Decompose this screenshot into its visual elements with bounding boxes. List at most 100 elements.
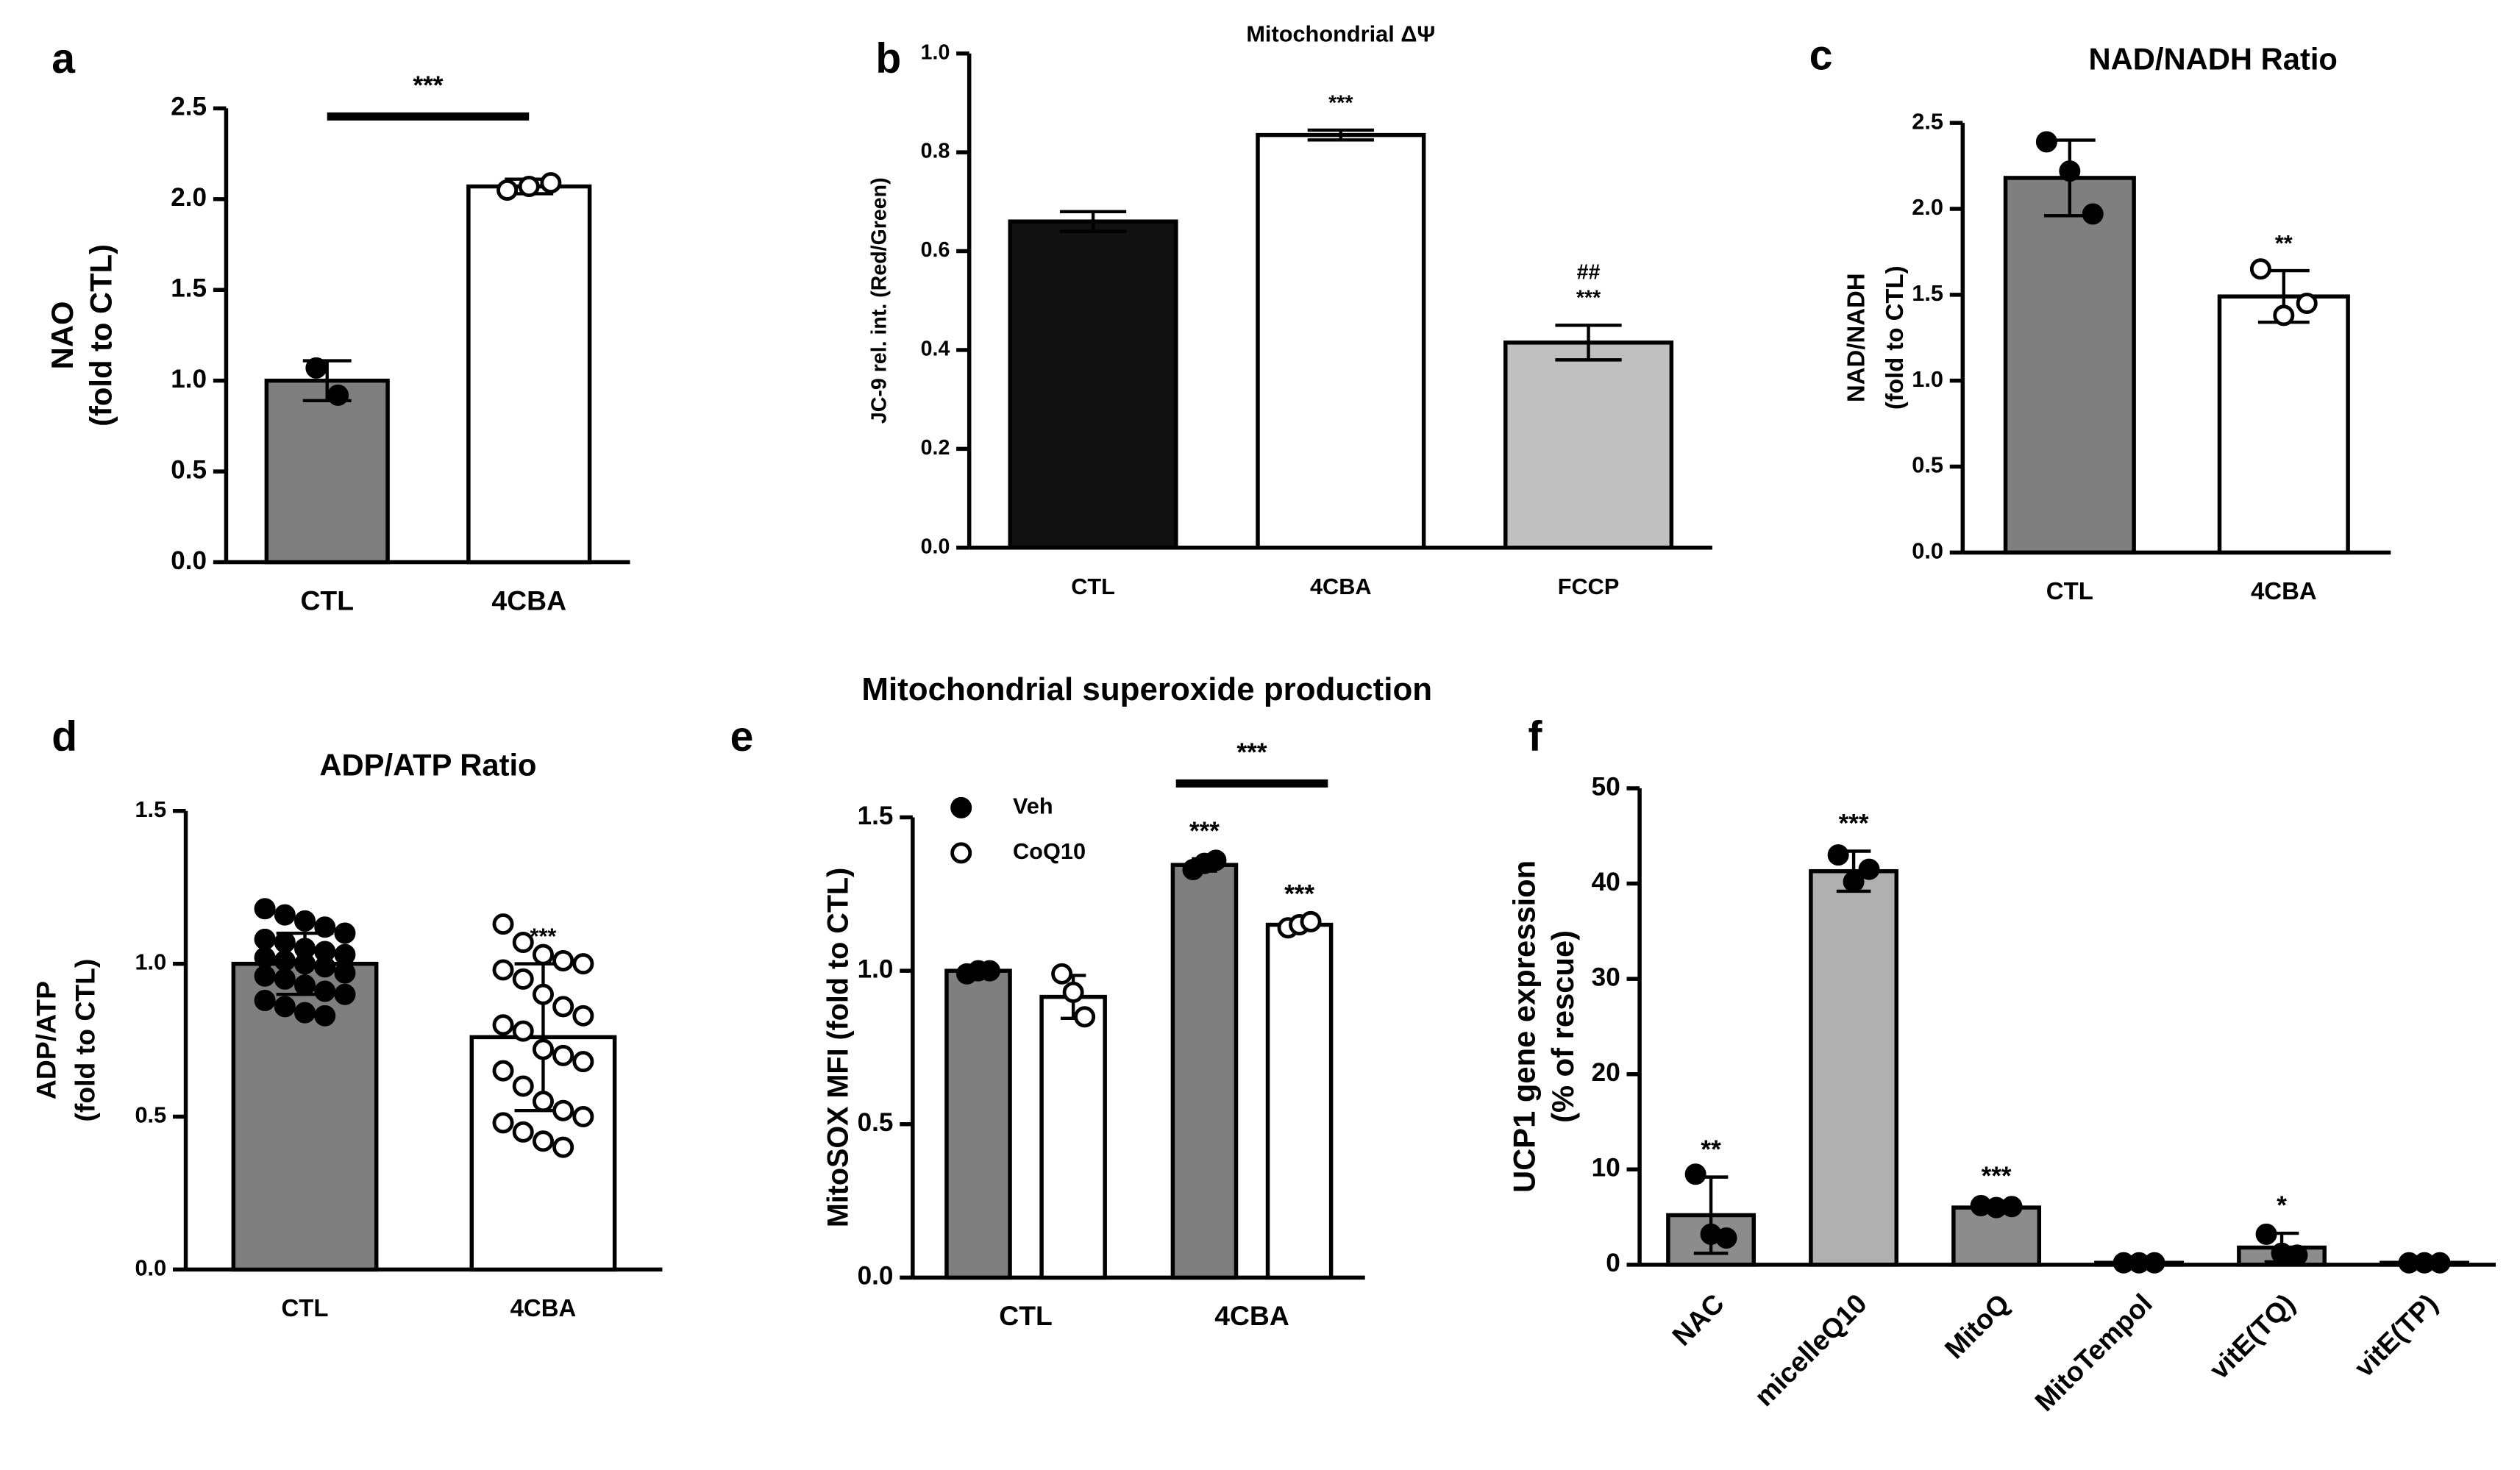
y-tick-label: 2.0 xyxy=(1912,194,1943,220)
data-point xyxy=(334,943,356,966)
chart-title: Mitochondrial ΔΨ xyxy=(1246,21,1435,47)
data-point xyxy=(512,932,534,954)
data-point xyxy=(2296,293,2318,315)
data-point xyxy=(294,1002,316,1024)
significance: *** xyxy=(1328,91,1353,115)
y-tick-label: 1.0 xyxy=(135,949,166,975)
x-tick-label: CTL xyxy=(300,585,354,616)
x-tick-label: 4CBA xyxy=(1310,574,1372,599)
x-tick-label: micelleQ10 xyxy=(1748,1288,1873,1412)
data-point xyxy=(2059,160,2081,182)
chart-title: ADP/ATP Ratio xyxy=(319,747,536,782)
y-tick-label: 50 xyxy=(1592,772,1620,801)
y-tick-label: 1.5 xyxy=(1912,280,1943,306)
panel-label: c xyxy=(1809,32,1833,79)
chart-title: NAD/NADH Ratio xyxy=(2089,42,2338,76)
panel-label: f xyxy=(1528,713,1543,760)
y-tick-label: 0 xyxy=(1606,1249,1620,1277)
panel-label: d xyxy=(51,713,77,760)
y-tick-label: 2.0 xyxy=(171,183,207,212)
y-tick-label: 0.6 xyxy=(921,238,950,262)
significance: ## xyxy=(1577,261,1601,285)
data-point xyxy=(254,898,276,920)
data-point xyxy=(294,953,316,975)
x-tick-label: CTL xyxy=(1071,574,1115,599)
y-axis-label: ADP/ATP xyxy=(31,981,62,1099)
x-tick-label: 4CBA xyxy=(491,585,566,616)
data-point xyxy=(274,904,296,926)
data-point xyxy=(1062,981,1084,1003)
data-point xyxy=(274,949,296,971)
data-point xyxy=(2082,203,2104,225)
data-point xyxy=(540,172,562,194)
data-point xyxy=(1300,910,1322,932)
bar xyxy=(466,184,592,565)
bar xyxy=(2003,176,2136,555)
data-point xyxy=(334,962,356,984)
y-tick-label: 1.0 xyxy=(1912,366,1943,392)
data-point xyxy=(254,965,276,987)
y-tick-label: 20 xyxy=(1592,1058,1620,1087)
data-point xyxy=(552,996,574,1018)
x-tick-label: 4CBA xyxy=(510,1294,577,1321)
data-point xyxy=(552,949,574,971)
data-point xyxy=(1051,963,1073,985)
significance: *** xyxy=(1237,738,1267,767)
legend-label: CoQ10 xyxy=(1013,838,1086,864)
data-point xyxy=(1827,844,1849,866)
bar xyxy=(1503,340,1674,550)
x-tick-label: vitE(TP) xyxy=(2348,1288,2443,1382)
data-point xyxy=(254,928,276,950)
significance: *** xyxy=(1982,1162,2012,1191)
y-axis-label: (% of rescue) xyxy=(1545,930,1580,1123)
bar xyxy=(1008,219,1178,550)
y-tick-label: 0.0 xyxy=(921,535,950,558)
y-axis-label: (fold to CTL) xyxy=(1881,265,1908,410)
y-tick-label: 1.5 xyxy=(858,802,894,830)
y-axis-label: JC-9 rel. int. (Red/Green) xyxy=(867,177,891,424)
data-point xyxy=(532,1130,554,1152)
y-axis-label: MitoSOX MFI (fold to CTL) xyxy=(822,868,854,1227)
x-tick-label: CTL xyxy=(282,1294,329,1321)
data-point xyxy=(2143,1252,2165,1274)
data-point xyxy=(512,1075,534,1097)
data-point xyxy=(572,1106,594,1128)
bar xyxy=(944,968,1012,1280)
y-axis-label: (fold to CTL) xyxy=(69,959,100,1122)
y-tick-label: 1.0 xyxy=(921,40,950,64)
data-point xyxy=(2035,131,2057,153)
data-point xyxy=(512,968,534,990)
data-point xyxy=(274,932,296,954)
y-tick-label: 0.5 xyxy=(858,1108,894,1137)
data-point xyxy=(532,943,554,966)
y-tick-label: 2.5 xyxy=(1912,108,1943,134)
x-tick-label: 4CBA xyxy=(2251,577,2317,604)
data-point xyxy=(496,179,519,201)
data-point xyxy=(2429,1252,2451,1274)
data-point xyxy=(254,990,276,1012)
data-point xyxy=(334,983,356,1005)
x-tick-label: FCCP xyxy=(1558,574,1620,599)
data-point xyxy=(492,1014,514,1036)
y-tick-label: 0.0 xyxy=(858,1262,894,1291)
x-tick-label: vitE(TQ) xyxy=(2204,1288,2301,1385)
data-point xyxy=(294,910,316,932)
bar xyxy=(1039,994,1107,1280)
significance: *** xyxy=(1284,880,1314,909)
significance: *** xyxy=(1189,817,1220,846)
y-tick-label: 0.5 xyxy=(1912,452,1943,478)
data-point xyxy=(1843,871,1865,893)
legend-label: Veh xyxy=(1013,793,1053,818)
data-point xyxy=(492,1060,514,1082)
data-point xyxy=(2273,304,2295,327)
bar xyxy=(264,378,390,565)
bar xyxy=(2217,294,2350,555)
data-point xyxy=(492,913,514,935)
y-axis-label: NAO xyxy=(45,302,79,370)
data-point xyxy=(314,916,336,938)
data-point xyxy=(1858,858,1880,880)
y-tick-label: 0.2 xyxy=(921,436,950,460)
y-axis-label: UCP1 gene expression xyxy=(1506,860,1541,1193)
y-tick-label: 0.4 xyxy=(921,337,950,360)
